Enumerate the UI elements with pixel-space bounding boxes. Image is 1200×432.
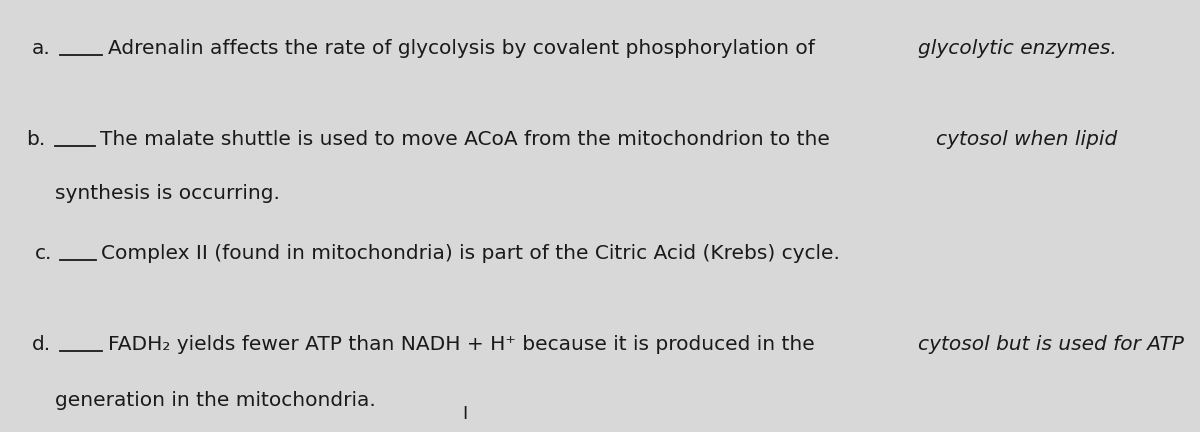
Text: The malate shuttle is used to move ACoA from the mitochondrion to the: The malate shuttle is used to move ACoA … [101,130,836,149]
Text: Complex II (found in mitochondria) is part of the Citric Acid (Krebs) cycle.: Complex II (found in mitochondria) is pa… [101,244,840,263]
Text: Adrenalin affects the rate of glycolysis by covalent phosphorylation of: Adrenalin affects the rate of glycolysis… [108,39,821,58]
Text: a.: a. [31,39,50,58]
Text: I: I [462,405,467,423]
Text: synthesis is occurring.: synthesis is occurring. [55,184,280,203]
Text: glycolytic enzymes.: glycolytic enzymes. [918,39,1116,58]
Text: FADH₂ yields fewer ATP than NADH + H⁺ because it is produced in the: FADH₂ yields fewer ATP than NADH + H⁺ be… [108,335,821,354]
Text: cytosol but is used for ATP: cytosol but is used for ATP [918,335,1183,354]
Text: b.: b. [26,130,46,149]
Text: d.: d. [31,335,50,354]
Text: cytosol when lipid: cytosol when lipid [936,130,1117,149]
Text: generation in the mitochondria.: generation in the mitochondria. [55,391,376,410]
Text: c.: c. [35,244,53,263]
